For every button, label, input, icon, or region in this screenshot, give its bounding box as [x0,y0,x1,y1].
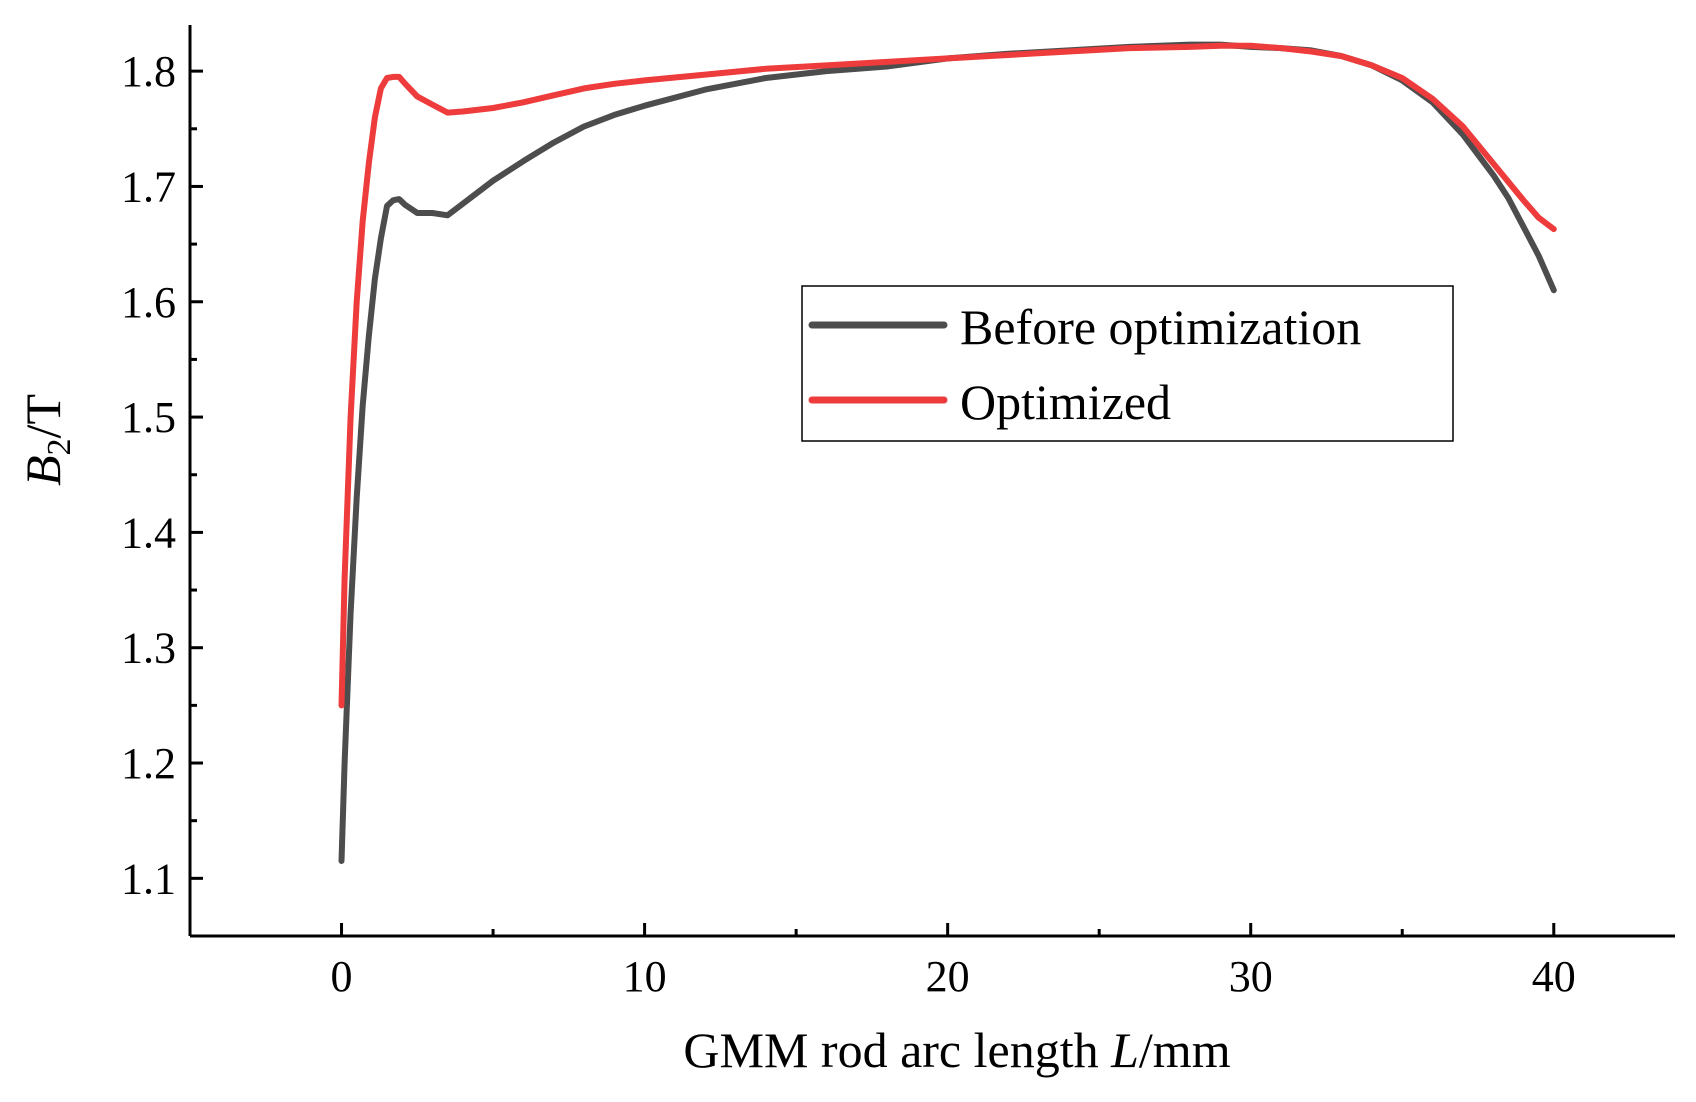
x-axis-label-prefix: GMM rod arc length [683,1022,1111,1078]
y-axis-label-unit: /T [15,394,71,438]
x-axis-label-unit: /mm [1139,1022,1231,1078]
legend-label-optimized: Optimized [960,374,1171,430]
y-tick-label: 1.6 [121,278,176,327]
y-axis-label-subscript: 2 [41,438,78,455]
x-tick-label: 30 [1229,952,1273,1001]
y-tick-label: 1.2 [121,739,176,788]
plot-series-group [338,41,1557,864]
y-axis-label: B2/T [15,394,78,486]
y-tick-label: 1.3 [121,624,176,673]
axes-group: 1.1 1.2 1.3 1.4 1.5 1.6 1.7 1.8 0 10 20 30 40 [121,25,1675,1001]
legend: Before optimization Optimized [801,285,1454,442]
y-tick-label: 1.4 [121,508,176,557]
y-tick-label: 1.1 [121,854,176,903]
x-axis-label: GMM rod arc length L/mm [683,1022,1230,1078]
x-axis-label-var: L [1110,1022,1139,1078]
y-axis-label-var: B [15,455,71,486]
legend-label-before-optimization: Before optimization [960,299,1361,355]
x-tick-label: 0 [331,952,353,1001]
y-tick-label: 1.8 [121,47,176,96]
series-line-before-optimization [338,41,1557,864]
x-tick-label: 10 [623,952,667,1001]
series-line-optimized [338,42,1557,709]
y-tick-label: 1.7 [121,162,176,211]
legend-box [801,285,1454,442]
y-tick-label: 1.5 [121,393,176,442]
x-tick-label: 20 [926,952,970,1001]
x-tick-label: 40 [1532,952,1576,1001]
